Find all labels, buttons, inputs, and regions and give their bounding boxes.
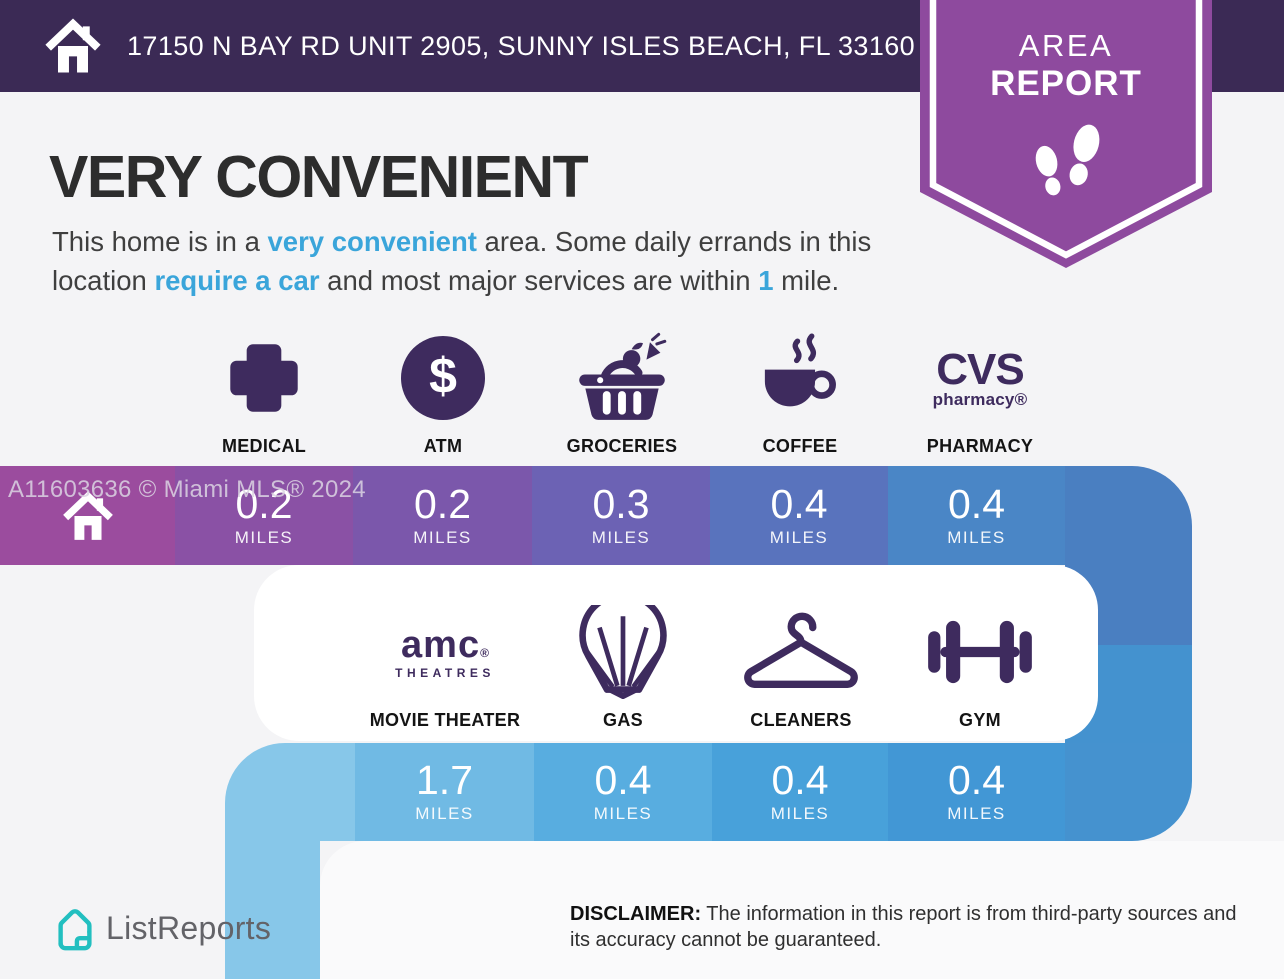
home-icon bbox=[62, 490, 113, 540]
category-gas: GAS bbox=[528, 604, 718, 731]
category-medical: MEDICAL bbox=[169, 330, 359, 457]
distance-unit: MILES bbox=[234, 527, 294, 547]
distance-segment: 0.4 MILES bbox=[888, 743, 1065, 841]
distance-unit: MILES bbox=[769, 527, 829, 547]
distance-segment: 0.3 MILES bbox=[532, 466, 710, 565]
listreports-brand-name: ListReports bbox=[106, 910, 272, 946]
amc-logo-text: amc bbox=[401, 623, 481, 666]
badge-title-area: AREA bbox=[1018, 28, 1114, 63]
area-report-badge: AREA REPORT bbox=[920, 0, 1212, 268]
distance-segment: 0.4 MILES bbox=[534, 743, 712, 841]
dollar-circle-icon: $ bbox=[348, 330, 538, 426]
desc-segment: location bbox=[52, 265, 155, 297]
distance-bar-2: 1.7 MILES 0.4 MILES 0.4 MILES 0.4 MILES bbox=[225, 743, 1192, 841]
bar-elbow-segment bbox=[1065, 466, 1192, 565]
distance-unit: MILES bbox=[947, 527, 1006, 547]
distance-unit: MILES bbox=[591, 527, 651, 547]
distance-unit: MILES bbox=[415, 804, 474, 823]
category-label: CLEANERS bbox=[750, 710, 852, 730]
distance-value: 0.4 bbox=[594, 757, 652, 803]
desc-highlight-require-a-car: require a car bbox=[154, 265, 320, 297]
category-atm: $ ATM bbox=[348, 330, 538, 457]
shell-logo bbox=[528, 604, 718, 700]
category-gym: GYM bbox=[885, 604, 1075, 731]
page-title: VERY CONVENIENT bbox=[49, 144, 589, 210]
distance-unit: MILES bbox=[947, 804, 1006, 823]
cvs-pharmacy-logo: CVS pharmacy® bbox=[885, 330, 1075, 426]
medical-cross-icon bbox=[169, 330, 359, 426]
description-text: This home is in a very convenient area. … bbox=[52, 222, 1032, 300]
mls-watermark: A11603636 © Miami MLS® 2024 bbox=[8, 476, 366, 503]
category-label: GAS bbox=[603, 710, 643, 730]
bar-elbow-segment bbox=[1065, 743, 1192, 841]
distance-unit: MILES bbox=[770, 804, 830, 823]
distance-segment: 0.4 MILES bbox=[888, 466, 1065, 565]
desc-highlight-one: 1 bbox=[758, 265, 774, 297]
coffee-cup-icon bbox=[705, 330, 895, 426]
distance-value: 0.3 bbox=[592, 480, 650, 527]
distance-segment: 0.4 MILES bbox=[712, 743, 888, 841]
category-label: GROCERIES bbox=[566, 436, 678, 456]
distance-bar-1: 0.2 MILES 0.2 MILES 0.3 MILES 0.4 MILES … bbox=[0, 466, 1192, 565]
cvs-logo-subtext: pharmacy® bbox=[932, 390, 1028, 409]
distance-segment: 0.2 MILES bbox=[353, 466, 532, 565]
listreports-logo-icon bbox=[52, 906, 98, 959]
distance-unit: MILES bbox=[593, 804, 653, 823]
cvs-logo-text: CVS bbox=[936, 345, 1024, 394]
property-address: 17150 N BAY RD UNIT 2905, SUNNY ISLES BE… bbox=[127, 30, 916, 61]
distance-segment: 1.7 MILES bbox=[355, 743, 534, 841]
connector-left bbox=[225, 830, 320, 979]
amc-theatres-logo: amc® THEATRES bbox=[350, 604, 540, 700]
hanger-icon bbox=[706, 604, 896, 700]
category-coffee: COFFEE bbox=[705, 330, 895, 457]
category-label: MOVIE THEATER bbox=[369, 710, 521, 730]
grocery-basket-icon bbox=[527, 330, 717, 426]
dumbbell-icon bbox=[885, 604, 1075, 700]
amc-logo-subtext: THEATRES bbox=[395, 665, 495, 680]
distance-segment: 0.2 MILES bbox=[175, 466, 353, 565]
category-groceries: GROCERIES bbox=[527, 330, 717, 457]
desc-segment: This home is in a bbox=[52, 226, 268, 257]
distance-value: 0.2 bbox=[235, 480, 293, 527]
disclaimer-text: DISCLAIMER: The information in this repo… bbox=[570, 901, 1242, 953]
bar-elbow-segment bbox=[225, 743, 355, 841]
distance-value: 0.2 bbox=[414, 480, 471, 527]
registered-mark: ® bbox=[480, 645, 489, 660]
category-label: GYM bbox=[959, 710, 1001, 730]
category-movie-theater: amc® THEATRES MOVIE THEATER bbox=[350, 604, 540, 731]
distance-value: 1.7 bbox=[416, 757, 473, 803]
category-label: COFFEE bbox=[762, 436, 838, 456]
footer-panel bbox=[320, 841, 1284, 979]
distance-segment: 0.4 MILES bbox=[710, 466, 888, 565]
category-label: PHARMACY bbox=[926, 436, 1034, 456]
dollar-sign: $ bbox=[429, 348, 457, 404]
distance-value: 0.4 bbox=[770, 480, 828, 527]
footprints-icon bbox=[1018, 116, 1114, 213]
desc-segment: area. Some daily errands in this bbox=[476, 226, 872, 257]
home-icon bbox=[44, 16, 102, 81]
category-label: MEDICAL bbox=[221, 436, 307, 456]
distance-value: 0.4 bbox=[948, 757, 1005, 803]
badge-pennant-shape bbox=[920, 0, 1212, 268]
desc-segment: mile. bbox=[773, 265, 840, 297]
bar-home-segment bbox=[0, 466, 175, 565]
disclaimer-label: DISCLAIMER: bbox=[570, 903, 702, 925]
badge-title-report: REPORT bbox=[990, 64, 1142, 103]
category-label: ATM bbox=[423, 436, 463, 456]
category-cleaners: CLEANERS bbox=[706, 604, 896, 731]
distance-value: 0.4 bbox=[771, 757, 829, 803]
desc-segment: and most major services are within bbox=[319, 265, 759, 297]
distance-value: 0.4 bbox=[948, 480, 1005, 527]
distance-unit: MILES bbox=[413, 527, 472, 547]
disclaimer-body: The information in this report is from t… bbox=[570, 903, 1237, 951]
desc-highlight-very-convenient: very convenient bbox=[267, 226, 477, 257]
category-pharmacy: CVS pharmacy® PHARMACY bbox=[885, 330, 1075, 457]
